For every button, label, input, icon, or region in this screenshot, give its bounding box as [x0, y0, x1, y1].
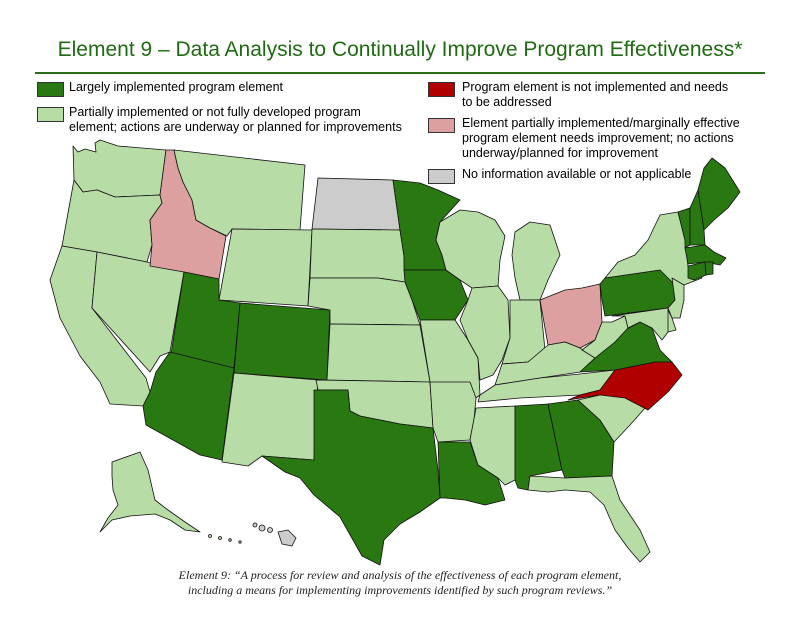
legend-label-na: No information available or not applicab… [462, 167, 692, 181]
state-mt [173, 149, 306, 237]
legend-swatch-na [428, 169, 455, 184]
alaska-islet [208, 534, 212, 538]
state-nj [667, 277, 685, 319]
hawaii-islet [252, 522, 258, 528]
state-tx [261, 389, 441, 566]
state-ma [684, 244, 727, 266]
title-divider [35, 72, 765, 74]
hawaii-islet [258, 524, 266, 532]
state-oh [539, 283, 603, 349]
legend-label-marginal-line2: program element needs improvement; no ac… [462, 131, 734, 145]
state-me [697, 157, 741, 231]
page-title: Element 9 – Data Analysis to Continually… [57, 38, 743, 61]
legend-swatch-marginal [428, 118, 455, 133]
state-hi [277, 529, 297, 547]
caption: Element 9: “A process for review and ana… [0, 568, 800, 598]
state-nh [689, 189, 706, 246]
alaska-islet [238, 540, 242, 544]
state-ar [429, 381, 477, 443]
legend-swatch-not [428, 82, 455, 97]
state-nm [221, 372, 319, 467]
state-nc [567, 361, 683, 411]
legend-label-partial-line1: Partially implemented or not fully devel… [69, 105, 361, 119]
state-az [142, 351, 235, 461]
state-ri [704, 261, 714, 276]
state-vt [677, 207, 691, 249]
alaska-islet [218, 536, 222, 540]
legend-swatch-largely [37, 82, 64, 97]
state-wy [218, 228, 313, 307]
state-wa [72, 139, 167, 198]
legend-label-not-line2: to be addressed [462, 95, 552, 109]
state-nd [311, 177, 401, 231]
legend-label-marginal-line1: Element partially implemented/marginally… [462, 116, 740, 130]
state-fl [527, 475, 651, 563]
state-ak [99, 451, 201, 533]
alaska-islet [228, 538, 232, 542]
legend-label-largely: Largely implemented program element [69, 80, 283, 94]
legend-label-marginal-line3: underway/planned for improvement [462, 146, 658, 160]
caption-line2: including a means for implementing impro… [187, 583, 613, 597]
state-ct [687, 261, 707, 281]
state-ks [326, 323, 431, 383]
hawaii-islet [267, 527, 273, 533]
state-sd [309, 228, 406, 283]
state-md [611, 307, 669, 341]
state-co [233, 302, 331, 381]
legend-swatch-partial [37, 107, 64, 122]
state-il [459, 285, 511, 381]
legend-label-not-line1: Program element is not implemented and n… [462, 80, 729, 94]
caption-line1: Element 9: “A process for review and ana… [178, 568, 622, 582]
state-mi [511, 221, 561, 301]
legend-label-partial-line2: element; actions are underway or planned… [69, 120, 402, 134]
